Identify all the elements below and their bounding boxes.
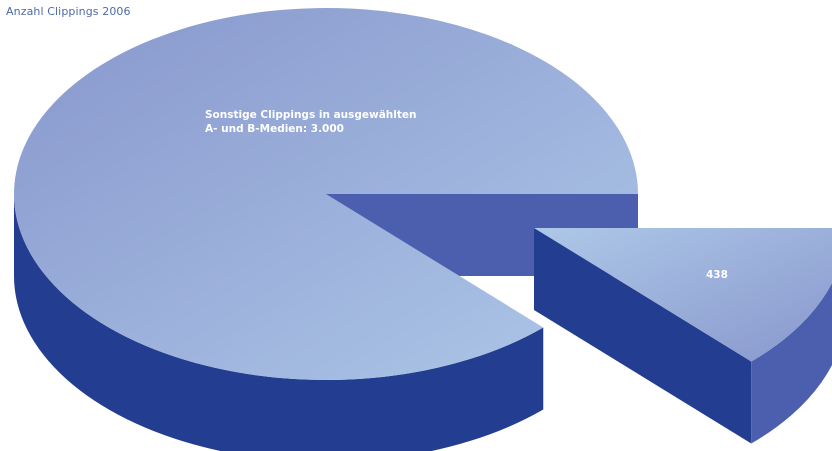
slice-label-line: A- und B-Medien: 3.000	[205, 123, 344, 135]
chart-title: Anzahl Clippings 2006	[6, 5, 131, 18]
slice-label-line: Sonstige Clippings in ausgewählten	[205, 109, 417, 121]
small-slice-side-wall	[751, 282, 832, 444]
slice-labels: Sonstige Clippings in ausgewählten A- und…	[205, 109, 728, 281]
slice-label-sonstige: Sonstige Clippings in ausgewählten A- und…	[205, 109, 417, 135]
main-slice-side-wall	[14, 194, 544, 451]
slice-label-438: 438	[706, 269, 728, 281]
main-slice-top	[14, 7, 639, 381]
slice-label-line: 438	[706, 269, 728, 281]
small-slice-cut-face	[534, 228, 752, 444]
small-slice-top	[534, 228, 832, 362]
pie-slice-438	[534, 228, 832, 444]
